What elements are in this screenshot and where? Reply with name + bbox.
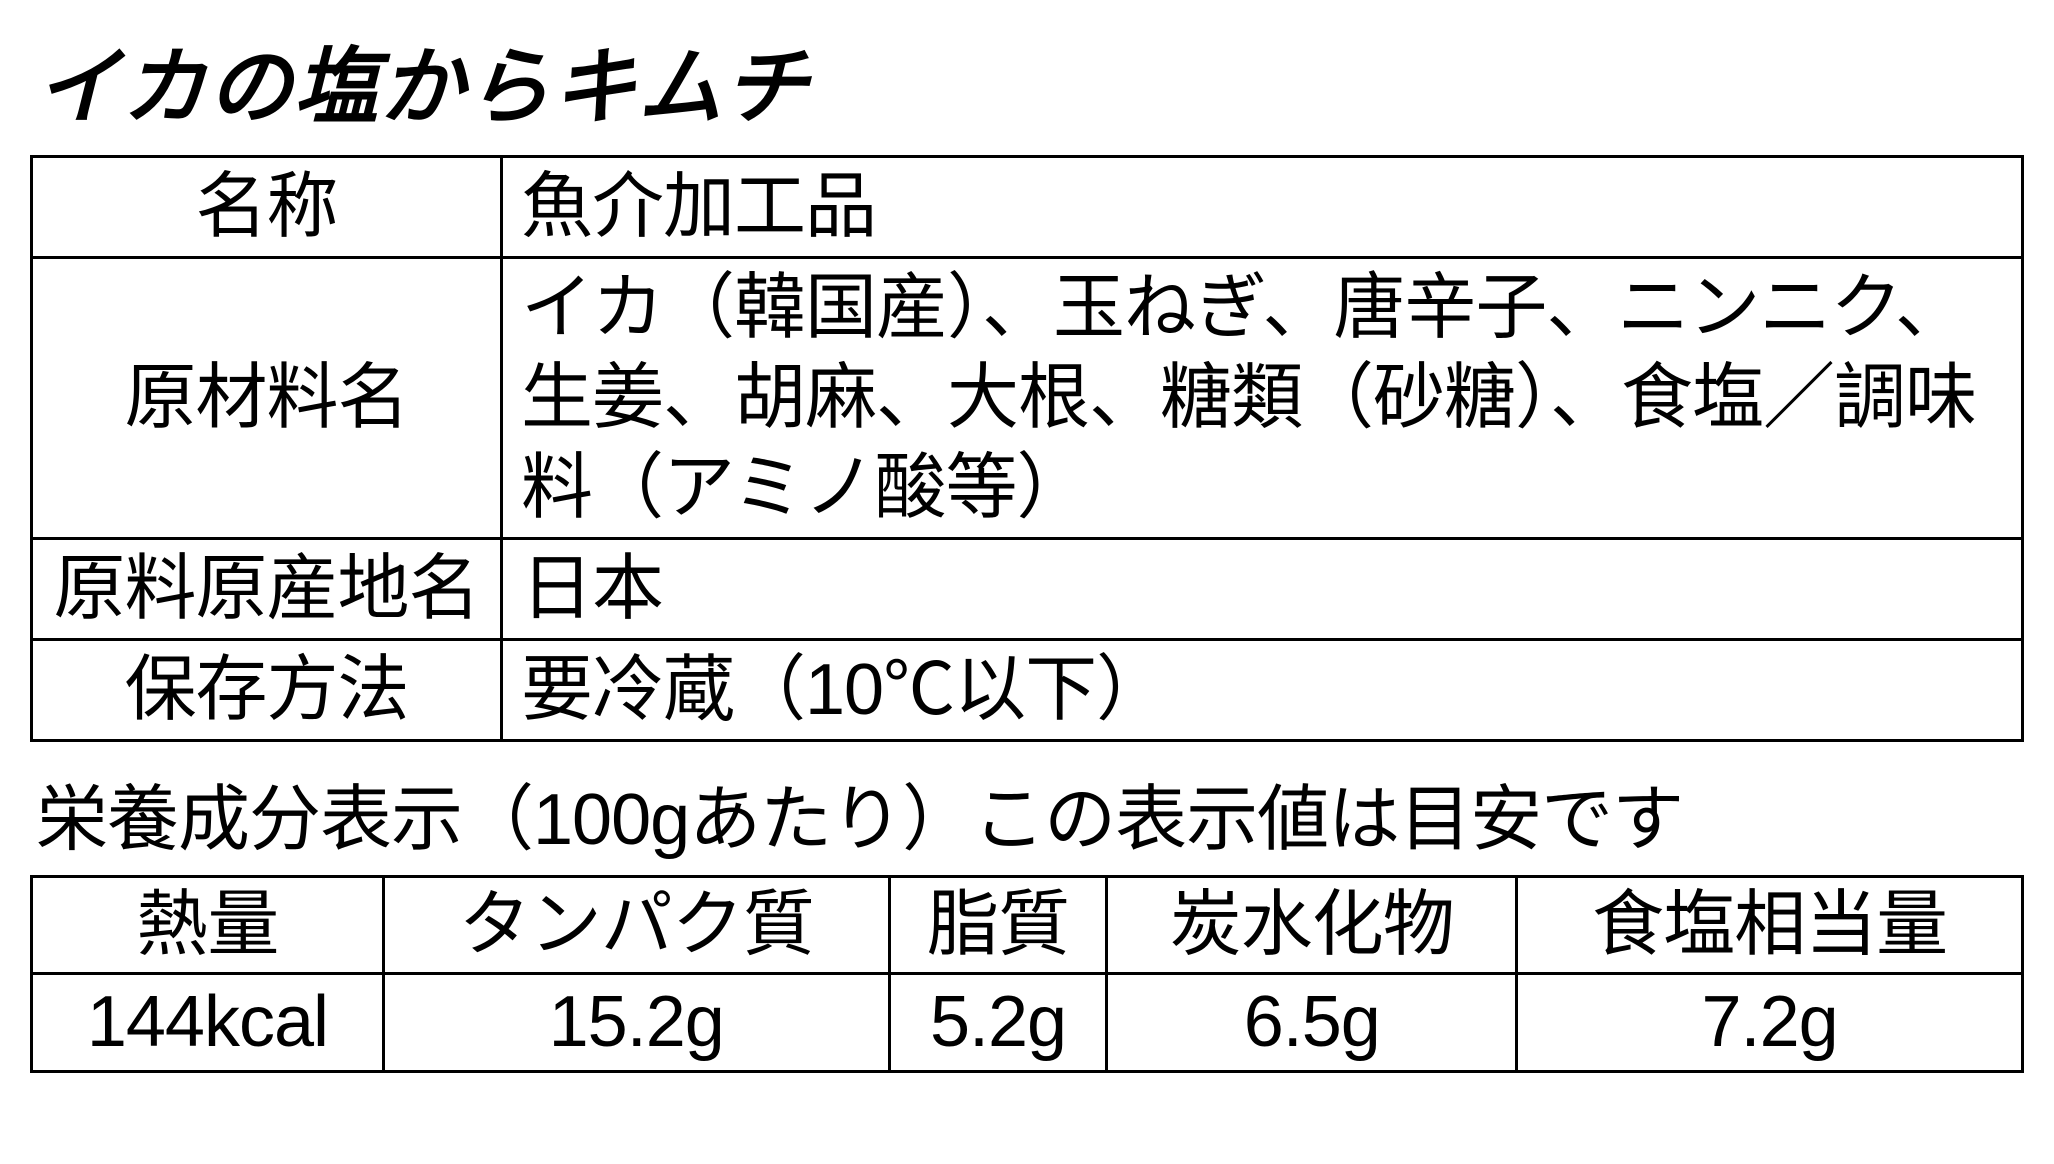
info-value: イカ（韓国産）、玉ねぎ、唐辛子、ニンニク、生姜、胡麻、大根、糖類（砂糖）、食塩／… <box>502 258 2023 539</box>
nutrition-caption: 栄養成分表示（100gあたり）この表示値は目安です <box>36 760 2024 865</box>
info-label: 原材料名 <box>32 258 502 539</box>
info-value: 日本 <box>502 539 2023 640</box>
nutrition-header: 食塩相当量 <box>1517 877 2023 974</box>
info-value: 要冷蔵（10℃以下） <box>502 640 2023 741</box>
info-label: 原料原産地名 <box>32 539 502 640</box>
product-title: イカの塩からキムチ <box>36 20 2024 141</box>
nutrition-value: 5.2g <box>889 974 1107 1071</box>
nutrition-value: 144kcal <box>32 974 384 1071</box>
table-row: 原材料名 イカ（韓国産）、玉ねぎ、唐辛子、ニンニク、生姜、胡麻、大根、糖類（砂糖… <box>32 258 2023 539</box>
info-label: 保存方法 <box>32 640 502 741</box>
table-row: 熱量 タンパク質 脂質 炭水化物 食塩相当量 <box>32 877 2023 974</box>
nutrition-value: 7.2g <box>1517 974 2023 1071</box>
info-table: 名称 魚介加工品 原材料名 イカ（韓国産）、玉ねぎ、唐辛子、ニンニク、生姜、胡麻… <box>30 155 2024 742</box>
nutrition-header: 脂質 <box>889 877 1107 974</box>
info-label: 名称 <box>32 157 502 258</box>
nutrition-table: 熱量 タンパク質 脂質 炭水化物 食塩相当量 144kcal 15.2g 5.2… <box>30 875 2024 1073</box>
nutrition-value: 6.5g <box>1107 974 1517 1071</box>
table-row: 名称 魚介加工品 <box>32 157 2023 258</box>
nutrition-header: 炭水化物 <box>1107 877 1517 974</box>
table-row: 保存方法 要冷蔵（10℃以下） <box>32 640 2023 741</box>
table-row: 原料原産地名 日本 <box>32 539 2023 640</box>
nutrition-header: 熱量 <box>32 877 384 974</box>
nutrition-header: タンパク質 <box>383 877 889 974</box>
info-value: 魚介加工品 <box>502 157 2023 258</box>
table-row: 144kcal 15.2g 5.2g 6.5g 7.2g <box>32 974 2023 1071</box>
nutrition-value: 15.2g <box>383 974 889 1071</box>
